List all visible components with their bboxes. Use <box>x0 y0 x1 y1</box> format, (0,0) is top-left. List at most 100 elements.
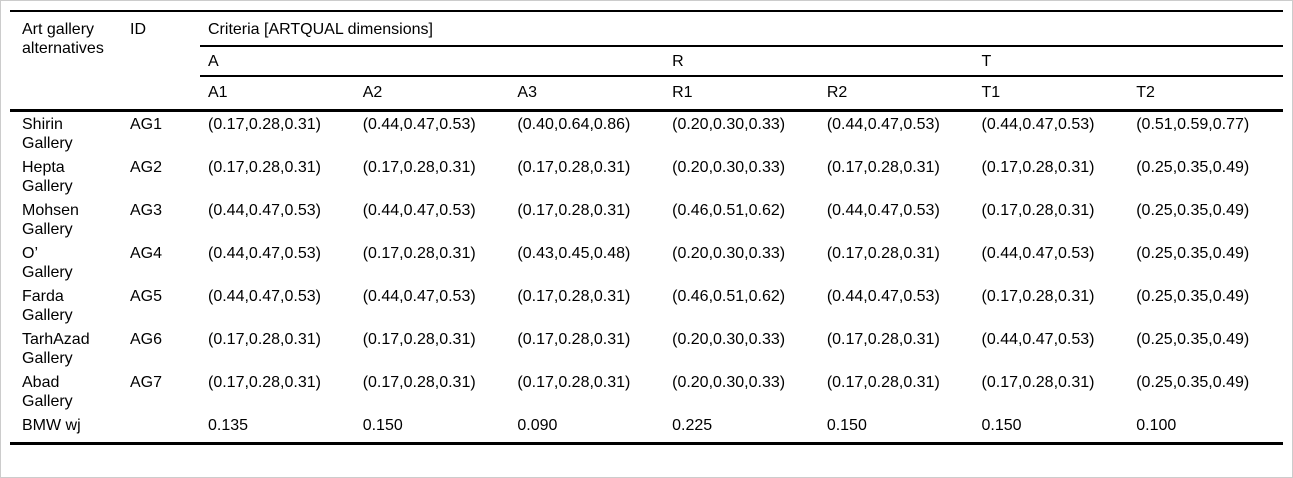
row-value-cell: 0.150 <box>354 413 510 445</box>
subheader-t1: T1 <box>973 76 1129 112</box>
group-header-t: T <box>973 46 1283 77</box>
subheader-a3: A3 <box>509 76 665 112</box>
row-value-cell: 0.100 <box>1128 413 1283 445</box>
row-alternative-name: Farda Gallery <box>22 288 73 324</box>
row-value-cell: (0.17,0.28,0.31) <box>826 331 940 348</box>
row-value-cell: (0.17,0.28,0.31) <box>517 374 631 391</box>
row-value-cell: (0.46,0.51,0.62) <box>672 288 786 305</box>
row-id: AG4 <box>130 245 163 262</box>
row-alternative-name: Abad Gallery <box>22 374 73 410</box>
table-row: Abad Gallery AG7 (0.17,0.28,0.31) (0.17,0.2… <box>10 370 1283 413</box>
row-value-cell: (0.17,0.28,0.31) <box>362 374 476 391</box>
row-value-cell: (0.25,0.35,0.49) <box>1136 202 1250 219</box>
row-value-cell: (0.40,0.64,0.86) <box>517 116 631 133</box>
row-value-cell: (0.43,0.45,0.48) <box>517 245 631 262</box>
row-value-cell: (0.25,0.35,0.49) <box>1136 331 1250 348</box>
row-value-cell: (0.51,0.59,0.77) <box>1136 116 1250 133</box>
row-value-cell: (0.17,0.28,0.31) <box>981 374 1095 391</box>
table-row: O’ Gallery AG4 (0.44,0.47,0.53) (0.17,0.28,… <box>10 241 1283 284</box>
row-value-cell: 0.150 <box>818 413 974 445</box>
row-value-cell: (0.17,0.28,0.31) <box>517 288 631 305</box>
row-value-cell: (0.44,0.47,0.53) <box>981 245 1095 262</box>
col-header-alternatives: Art gallery alternatives <box>10 10 118 112</box>
row-value-cell: (0.25,0.35,0.49) <box>1136 159 1250 176</box>
header-row-top: Art gallery alternatives ID Criteria [AR… <box>10 10 1283 112</box>
row-value-cell: 0.150 <box>973 413 1129 445</box>
row-id: AG7 <box>130 374 163 391</box>
row-id: AG6 <box>130 331 163 348</box>
row-value-cell: (0.17,0.28,0.31) <box>362 331 476 348</box>
row-value-cell: (0.17,0.28,0.31) <box>826 159 940 176</box>
row-value-cell: (0.20,0.30,0.33) <box>672 331 786 348</box>
row-value-cell: (0.44,0.47,0.53) <box>208 288 321 305</box>
row-value-cell: (0.17,0.28,0.31) <box>517 202 631 219</box>
row-value-cell: (0.25,0.35,0.49) <box>1136 374 1250 391</box>
table-row: Hepta Gallery AG2 (0.17,0.28,0.31) (0.17,0.… <box>10 155 1283 198</box>
header-row-subcriteria: A1 A2 A3 R1 R2 T1 T2 <box>10 76 1283 112</box>
table-row: BMW wj 0.135 0.150 0.090 0.225 0.150 0.150 0.10… <box>10 413 1283 445</box>
table-row: Farda Gallery AG5 (0.44,0.47,0.53) (0.44,0.… <box>10 284 1283 327</box>
row-value-cell: (0.17,0.28,0.31) <box>208 331 321 348</box>
row-value-cell: (0.17,0.28,0.31) <box>517 331 631 348</box>
table-row: Shirin Gallery AG1 (0.17,0.28,0.31) (0.44,0… <box>10 111 1283 156</box>
row-value-cell: (0.20,0.30,0.33) <box>672 245 786 262</box>
table-row: TarhAzad Gallery AG6 (0.17,0.28,0.31) (0.17… <box>10 327 1283 370</box>
row-alternative-name: TarhAzad Gallery <box>22 331 90 367</box>
table-body: Shirin Gallery AG1 (0.17,0.28,0.31) (0.44,0… <box>10 111 1283 445</box>
row-id: AG3 <box>130 202 163 219</box>
row-value-cell: (0.44,0.47,0.53) <box>826 116 940 133</box>
row-value-cell: (0.44,0.47,0.53) <box>826 288 940 305</box>
header-row-groups: A R T <box>10 46 1283 77</box>
row-value-cell: (0.17,0.28,0.31) <box>826 245 940 262</box>
col-header-criteria: Criteria [ARTQUAL dimensions] <box>200 10 1283 47</box>
subheader-a2: A2 <box>354 76 510 112</box>
row-value-cell: (0.17,0.28,0.31) <box>208 374 321 391</box>
row-value-cell: (0.44,0.47,0.53) <box>981 116 1095 133</box>
subheader-t2: T2 <box>1128 76 1283 112</box>
row-id <box>118 413 200 445</box>
subheader-a1: A1 <box>200 76 355 112</box>
row-value-cell: (0.17,0.28,0.31) <box>981 202 1095 219</box>
row-value-cell: (0.17,0.28,0.31) <box>208 159 321 176</box>
table-row: Mohsen Gallery AG3 (0.44,0.47,0.53) (0.44,0… <box>10 198 1283 241</box>
row-id: AG2 <box>130 159 163 176</box>
group-header-r: R <box>664 46 974 77</box>
row-value-cell: (0.44,0.47,0.53) <box>362 202 476 219</box>
group-header-a: A <box>200 46 665 77</box>
row-value-cell: (0.17,0.28,0.31) <box>981 288 1095 305</box>
decision-matrix-table: Art gallery alternatives ID Criteria [AR… <box>10 10 1283 445</box>
row-id: AG5 <box>130 288 163 305</box>
row-value-cell: (0.17,0.28,0.31) <box>208 116 321 133</box>
row-value-cell: (0.44,0.47,0.53) <box>826 202 940 219</box>
row-value-cell: (0.20,0.30,0.33) <box>672 374 786 391</box>
row-value-cell: (0.17,0.28,0.31) <box>362 245 476 262</box>
row-id: AG1 <box>130 116 163 133</box>
row-alternative-name: Shirin Gallery <box>22 116 73 152</box>
row-value-cell: (0.20,0.30,0.33) <box>672 159 786 176</box>
row-value-cell: (0.44,0.47,0.53) <box>208 202 321 219</box>
row-value-cell: (0.17,0.28,0.31) <box>362 159 476 176</box>
row-value-cell: (0.44,0.47,0.53) <box>208 245 321 262</box>
row-value-cell: (0.44,0.47,0.53) <box>362 288 476 305</box>
row-value-cell: (0.46,0.51,0.62) <box>672 202 786 219</box>
row-value-cell: 0.225 <box>664 413 819 445</box>
row-value-cell: (0.20,0.30,0.33) <box>672 116 786 133</box>
row-alternative-name: Hepta Gallery <box>22 159 73 195</box>
row-value-cell: (0.44,0.47,0.53) <box>981 331 1095 348</box>
row-alternative-name: Mohsen Gallery <box>22 202 79 238</box>
row-value-cell: (0.25,0.35,0.49) <box>1136 245 1250 262</box>
row-value-cell: 0.135 <box>200 413 355 445</box>
row-value-cell: 0.090 <box>509 413 665 445</box>
row-value-cell: (0.17,0.28,0.31) <box>826 374 940 391</box>
subheader-r2: R2 <box>818 76 974 112</box>
row-value-cell: (0.17,0.28,0.31) <box>517 159 631 176</box>
row-value-cell: (0.17,0.28,0.31) <box>981 159 1095 176</box>
row-alternative-name: BMW wj <box>10 413 118 445</box>
row-value-cell: (0.25,0.35,0.49) <box>1136 288 1250 305</box>
col-header-id: ID <box>118 10 200 112</box>
row-value-cell: (0.44,0.47,0.53) <box>362 116 476 133</box>
row-alternative-name: O’ Gallery <box>22 245 73 281</box>
table-header: Art gallery alternatives ID Criteria [AR… <box>10 10 1283 112</box>
subheader-r1: R1 <box>664 76 819 112</box>
